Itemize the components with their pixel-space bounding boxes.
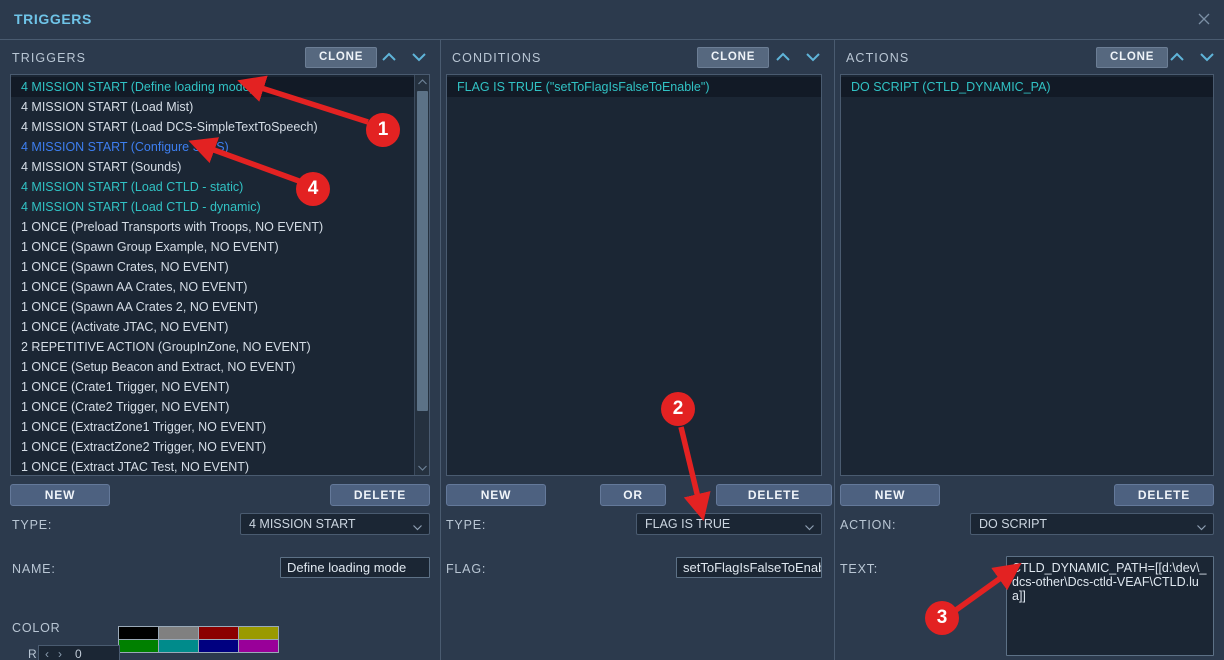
triggers-header-label: TRIGGERS [12, 51, 87, 65]
triggers-list[interactable]: 4 MISSION START (Define loading mode) 4 M… [10, 74, 430, 476]
triggers-type-value: 4 MISSION START [249, 517, 356, 531]
close-icon[interactable] [1196, 11, 1212, 27]
triggers-type-select[interactable]: 4 MISSION START [240, 513, 430, 535]
actions-move-up-icon[interactable] [1166, 48, 1188, 66]
triggers-panel: TRIGGERS CLONE [0, 40, 440, 660]
conditions-list[interactable]: FLAG IS TRUE ("setToFlagIsFalseToEnable"… [446, 74, 822, 476]
actions-move-down-icon[interactable] [1196, 48, 1218, 66]
triggers-move-up-icon[interactable] [378, 48, 400, 66]
conditions-clone-button[interactable]: CLONE [697, 47, 770, 68]
color-swatch-grid[interactable] [118, 626, 279, 653]
title-bar: TRIGGERS [0, 0, 1224, 40]
color-channel-value: 0 [75, 647, 82, 660]
list-item[interactable]: FLAG IS TRUE ("setToFlagIsFalseToEnable"… [447, 77, 821, 97]
color-channel-stepper[interactable]: ‹ › 0 [38, 645, 120, 660]
color-swatch[interactable] [238, 626, 279, 640]
actions-list[interactable]: DO SCRIPT (CTLD_DYNAMIC_PA) [840, 74, 1214, 476]
triggers-panel-header: TRIGGERS CLONE [0, 46, 440, 74]
triggers-delete-button[interactable]: DELETE [330, 484, 430, 506]
chevron-down-icon [804, 518, 815, 538]
conditions-type-label: TYPE: [446, 518, 487, 532]
list-item[interactable]: 1 ONCE (Extract JTAC Test, NO EVENT) [21, 460, 250, 474]
color-swatch[interactable] [118, 626, 159, 640]
conditions-panel: CONDITIONS CLONE [440, 40, 834, 660]
list-item[interactable]: 2 REPETITIVE ACTION (GroupInZone, NO EVE… [21, 340, 311, 354]
color-swatch[interactable] [238, 639, 279, 653]
list-item[interactable]: 1 ONCE (Spawn Crates, NO EVENT) [21, 260, 229, 274]
conditions-flag-input[interactable]: setToFlagIsFalseToEnable [676, 557, 822, 578]
actions-text-input[interactable]: CTLD_DYNAMIC_PATH=[[d:\dev\_dcs-other\Dc… [1006, 556, 1214, 656]
conditions-header-label: CONDITIONS [452, 51, 542, 65]
conditions-type-value: FLAG IS TRUE [645, 517, 731, 531]
actions-text-label: TEXT: [840, 562, 879, 576]
triggers-clone-button[interactable]: CLONE [305, 47, 378, 68]
list-item[interactable]: 4 MISSION START (Define loading mode) [11, 77, 429, 97]
list-item[interactable]: DO SCRIPT (CTLD_DYNAMIC_PA) [841, 77, 1213, 97]
chevron-down-icon [1196, 518, 1207, 538]
scrollbar-thumb[interactable] [417, 91, 428, 411]
list-item[interactable]: 1 ONCE (Activate JTAC, NO EVENT) [21, 320, 229, 334]
list-item[interactable]: 1 ONCE (Preload Transports with Troops, … [21, 220, 324, 234]
color-swatch[interactable] [198, 626, 239, 640]
conditions-delete-button[interactable]: DELETE [716, 484, 832, 506]
actions-header-label: ACTIONS [846, 51, 910, 65]
color-swatch[interactable] [118, 639, 159, 653]
triggers-list-inner: 4 MISSION START (Define loading mode) 4 M… [11, 75, 429, 475]
chevron-down-icon [412, 518, 423, 538]
list-item[interactable]: 1 ONCE (Setup Beacon and Extract, NO EVE… [21, 360, 296, 374]
list-item[interactable]: 4 MISSION START (Configure STTS) [21, 140, 229, 154]
actions-new-button[interactable]: NEW [840, 484, 940, 506]
color-label: COLOR [12, 621, 61, 635]
conditions-list-inner: FLAG IS TRUE ("setToFlagIsFalseToEnable"… [447, 75, 821, 475]
chevron-left-icon[interactable]: ‹ [45, 647, 49, 660]
column-divider-1 [440, 40, 441, 660]
chevron-right-icon[interactable]: › [58, 647, 62, 660]
scrollbar-down-arrow-icon[interactable] [415, 461, 429, 475]
conditions-flag-label: FLAG: [446, 562, 487, 576]
triggers-type-label: TYPE: [12, 518, 53, 532]
actions-action-select[interactable]: DO SCRIPT [970, 513, 1214, 535]
actions-action-value: DO SCRIPT [979, 517, 1048, 531]
list-item[interactable]: 1 ONCE (Crate1 Trigger, NO EVENT) [21, 380, 230, 394]
actions-action-label: ACTION: [840, 518, 897, 532]
color-channel-letter: R [28, 647, 37, 660]
color-swatch[interactable] [158, 626, 199, 640]
list-item[interactable]: 4 MISSION START (Load DCS-SimpleTextToSp… [21, 120, 318, 134]
actions-delete-button[interactable]: DELETE [1114, 484, 1214, 506]
list-item[interactable]: 4 MISSION START (Load CTLD - dynamic) [21, 200, 261, 214]
triggers-scrollbar[interactable] [414, 75, 429, 475]
triggers-name-input[interactable]: Define loading mode [280, 557, 430, 578]
list-item[interactable]: 1 ONCE (Spawn AA Crates, NO EVENT) [21, 280, 248, 294]
page-title: TRIGGERS [14, 11, 92, 27]
actions-panel-header: ACTIONS CLONE [834, 46, 1224, 74]
actions-list-inner: DO SCRIPT (CTLD_DYNAMIC_PA) [841, 75, 1213, 475]
triggers-name-label: NAME: [12, 562, 56, 576]
conditions-panel-header: CONDITIONS CLONE [440, 46, 834, 74]
actions-clone-button[interactable]: CLONE [1096, 47, 1169, 68]
color-swatch[interactable] [158, 639, 199, 653]
color-swatch-row [118, 639, 279, 653]
column-divider-2 [834, 40, 835, 660]
color-swatch[interactable] [198, 639, 239, 653]
triggers-move-down-icon[interactable] [408, 48, 430, 66]
list-item[interactable]: 4 MISSION START (Load CTLD - static) [21, 180, 244, 194]
actions-panel: ACTIONS CLONE [834, 40, 1224, 660]
list-item[interactable]: 1 ONCE (Spawn Group Example, NO EVENT) [21, 240, 279, 254]
scrollbar-up-arrow-icon[interactable] [415, 75, 429, 89]
conditions-or-button[interactable]: OR [600, 484, 666, 506]
conditions-move-up-icon[interactable] [772, 48, 794, 66]
conditions-type-select[interactable]: FLAG IS TRUE [636, 513, 822, 535]
list-item[interactable]: 1 ONCE (ExtractZone1 Trigger, NO EVENT) [21, 420, 267, 434]
list-item[interactable]: 4 MISSION START (Sounds) [21, 160, 182, 174]
conditions-new-button[interactable]: NEW [446, 484, 546, 506]
color-swatch-row [118, 626, 279, 640]
list-item[interactable]: 1 ONCE (ExtractZone2 Trigger, NO EVENT) [21, 440, 267, 454]
list-item[interactable]: 1 ONCE (Spawn AA Crates 2, NO EVENT) [21, 300, 258, 314]
list-item[interactable]: 4 MISSION START (Load Mist) [21, 100, 194, 114]
list-item[interactable]: 1 ONCE (Crate2 Trigger, NO EVENT) [21, 400, 230, 414]
conditions-move-down-icon[interactable] [802, 48, 824, 66]
triggers-new-button[interactable]: NEW [10, 484, 110, 506]
